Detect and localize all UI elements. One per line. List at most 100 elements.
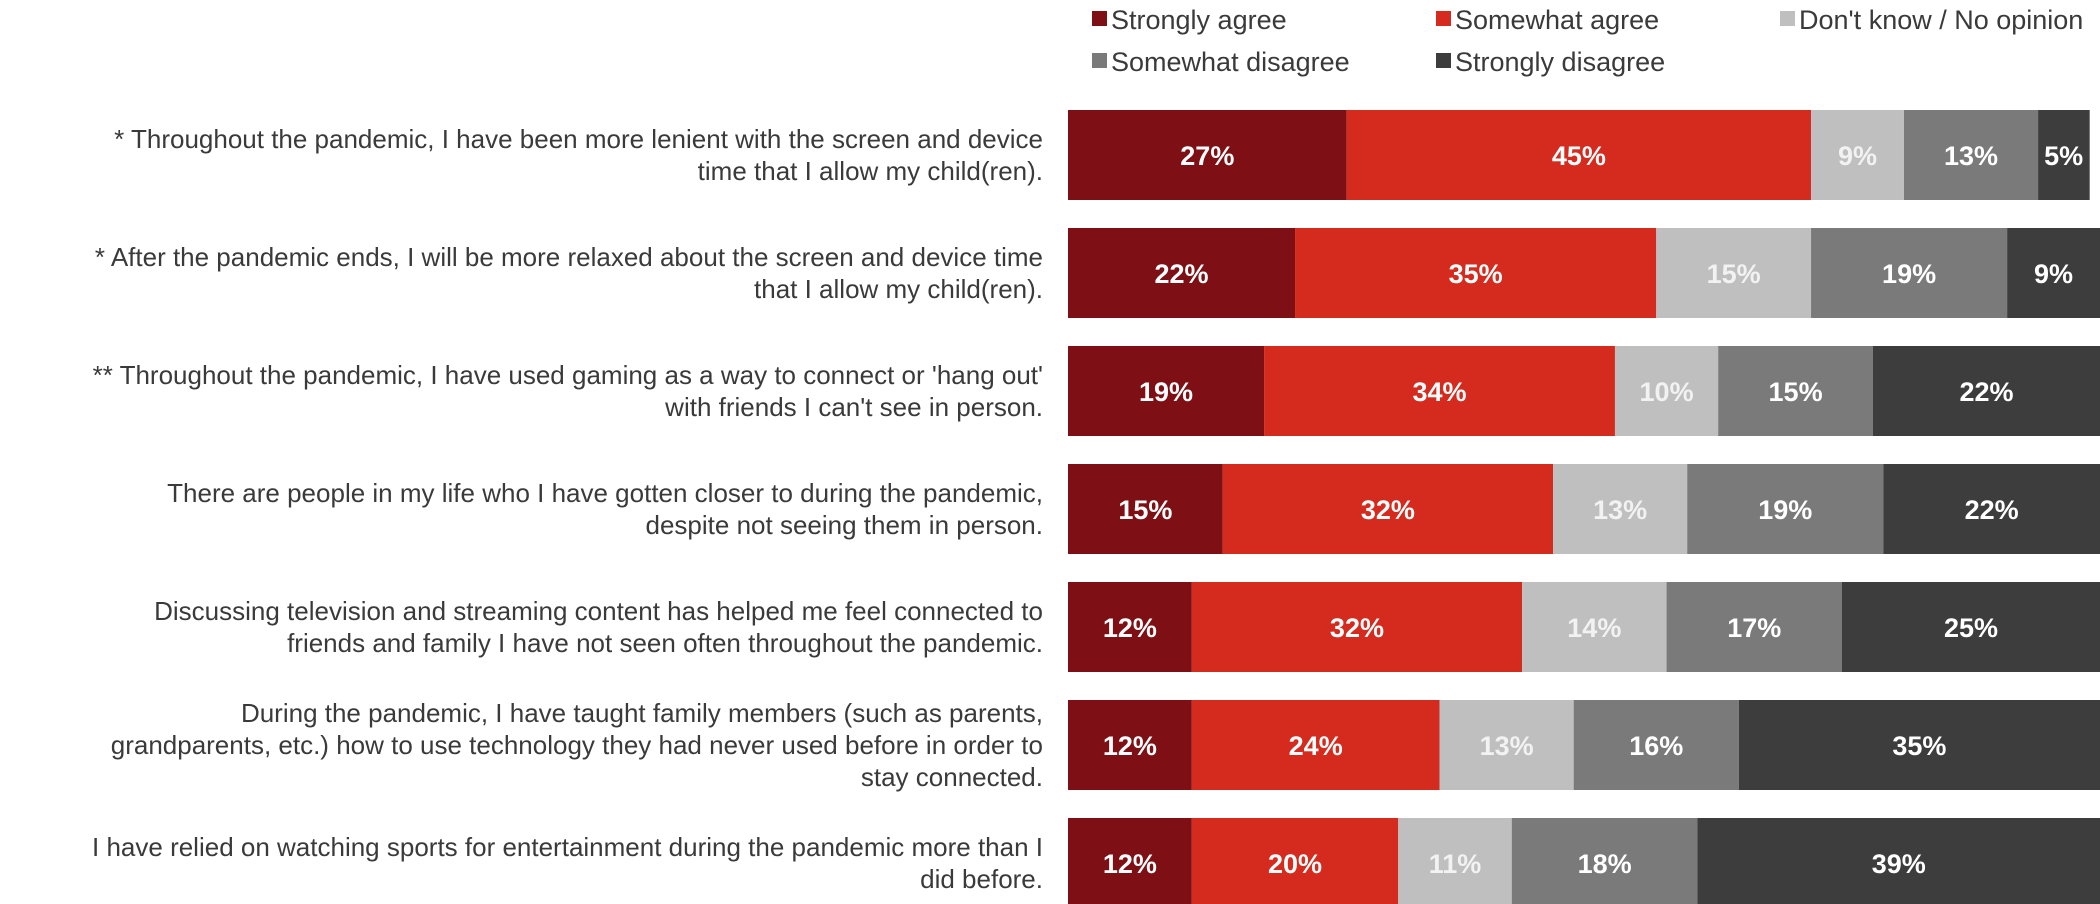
data-label: 20% <box>1268 849 1322 879</box>
category-label-line: Discussing television and streaming cont… <box>154 596 1043 626</box>
data-label: 15% <box>1769 377 1823 407</box>
bar-segment <box>1553 464 1688 554</box>
category-label-line: despite not seeing them in person. <box>646 510 1043 540</box>
bar-segment <box>1222 464 1554 554</box>
bar-segment <box>1439 700 1574 790</box>
bar-segment <box>1811 110 1904 200</box>
bar-segment <box>1842 582 2100 672</box>
data-label: 22% <box>1959 377 2013 407</box>
data-label: 10% <box>1640 377 1694 407</box>
category-label: Discussing television and streaming cont… <box>154 596 1043 658</box>
category-label-line: that I allow my child(ren). <box>754 274 1043 304</box>
bar-segment <box>1666 582 1842 672</box>
legend: Strongly agree Somewhat agree Don't know /… <box>1092 5 2083 77</box>
legend-swatch <box>1436 53 1451 68</box>
data-label: 35% <box>1892 731 1946 761</box>
data-label: 22% <box>1154 259 1208 289</box>
data-label: 19% <box>1882 259 1936 289</box>
data-label: 14% <box>1567 613 1621 643</box>
bar-segment <box>1068 110 1347 200</box>
data-label: 17% <box>1727 613 1781 643</box>
bars: 27% 45% 9% 13% 5% 22% 35% 15% 19% 9% 19% 34% 10% 15% 2… <box>1068 110 2100 904</box>
data-label: 16% <box>1629 731 1683 761</box>
data-label: 11% <box>1429 849 1482 879</box>
data-label: 12% <box>1103 613 1157 643</box>
category-label-line: grandparents, etc.) how to use technolog… <box>111 730 1043 760</box>
bar-segment <box>1191 818 1399 904</box>
data-label: 12% <box>1103 731 1157 761</box>
bar-segment <box>1398 818 1512 904</box>
bar-segment <box>1511 818 1698 904</box>
data-label: 9% <box>2034 259 2073 289</box>
bar-segment <box>2007 228 2100 318</box>
bar-segment <box>1068 818 1192 904</box>
data-label: 32% <box>1361 495 1415 525</box>
data-label: 15% <box>1118 495 1172 525</box>
bar-segment <box>1068 582 1192 672</box>
category-label: * Throughout the pandemic, I have been m… <box>114 124 1043 186</box>
bar-segment <box>2038 110 2090 200</box>
legend-swatch <box>1092 53 1107 68</box>
bar-segment <box>1573 700 1739 790</box>
category-label-line: ** Throughout the pandemic, I have used … <box>93 360 1043 390</box>
bar-segment <box>1614 346 1719 436</box>
bar-segment <box>1883 464 2100 554</box>
category-label-line: with friends I can't see in person. <box>664 392 1043 422</box>
bar-segment <box>1068 228 1296 318</box>
legend-label: Don't know / No opinion <box>1799 5 2083 35</box>
data-label: 19% <box>1758 495 1812 525</box>
category-label-line: There are people in my life who I have g… <box>167 478 1043 508</box>
data-label: 13% <box>1944 141 1998 171</box>
data-label: 39% <box>1872 849 1926 879</box>
category-label: I have relied on watching sports for ent… <box>92 832 1043 894</box>
bar-segment <box>1903 110 2039 200</box>
category-label-line: * After the pandemic ends, I will be mor… <box>95 242 1043 272</box>
data-label: 5% <box>2044 141 2083 171</box>
bar-segment <box>1264 346 1615 436</box>
bar-segment <box>1522 582 1667 672</box>
data-label: 25% <box>1944 613 1998 643</box>
category-label-line: I have relied on watching sports for ent… <box>92 832 1043 862</box>
data-label: 22% <box>1965 495 2019 525</box>
legend-swatch <box>1092 11 1107 26</box>
data-label: 24% <box>1289 731 1343 761</box>
bar-segment <box>1738 700 2100 790</box>
category-label-line: friends and family I have not seen often… <box>287 628 1043 658</box>
category-label-line: time that I allow my child(ren). <box>698 156 1043 186</box>
data-label: 9% <box>1838 141 1877 171</box>
data-label: 45% <box>1552 141 1606 171</box>
category-label: There are people in my life who I have g… <box>167 478 1043 540</box>
bar-segment <box>1346 110 1812 200</box>
category-labels: * Throughout the pandemic, I have been m… <box>92 124 1043 894</box>
data-label: 35% <box>1449 259 1503 289</box>
category-label-line: * Throughout the pandemic, I have been m… <box>114 124 1043 154</box>
data-label: 13% <box>1593 495 1647 525</box>
bar-segment <box>1068 700 1192 790</box>
category-label: ** Throughout the pandemic, I have used … <box>93 360 1043 422</box>
data-label: 13% <box>1480 731 1534 761</box>
legend-swatch <box>1780 11 1795 26</box>
bar-segment <box>1295 228 1657 318</box>
data-label: 18% <box>1578 849 1632 879</box>
bar-segment <box>1656 228 1812 318</box>
category-label: * After the pandemic ends, I will be mor… <box>95 242 1043 304</box>
legend-label: Somewhat disagree <box>1111 47 1350 77</box>
bar-segment <box>1068 346 1265 436</box>
bar-segment <box>1191 700 1440 790</box>
bar-segment <box>1068 464 1223 554</box>
legend-swatch <box>1436 11 1451 26</box>
category-label-line: did before. <box>920 864 1043 894</box>
bar-segment <box>1811 228 2008 318</box>
legend-label: Strongly disagree <box>1455 47 1665 77</box>
bar-segment <box>1872 346 2100 436</box>
category-label-line: During the pandemic, I have taught famil… <box>241 698 1043 728</box>
data-label: 19% <box>1139 377 1193 407</box>
legend-label: Somewhat agree <box>1455 5 1659 35</box>
bar-segment <box>1191 582 1523 672</box>
category-label: During the pandemic, I have taught famil… <box>111 698 1043 792</box>
bar-segment <box>1718 346 1873 436</box>
data-label: 32% <box>1330 613 1384 643</box>
legend-label: Strongly agree <box>1111 5 1287 35</box>
bar-segment <box>1687 464 1884 554</box>
